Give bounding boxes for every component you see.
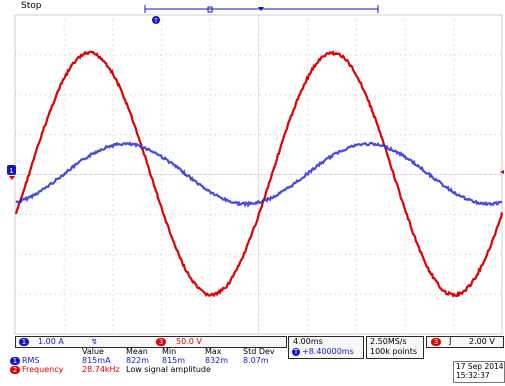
ch3-voltage-trace xyxy=(14,50,504,298)
ch1-coupling-icon: ↯ xyxy=(91,337,98,346)
date: 17 Sep 2014 xyxy=(456,362,504,371)
ch3-scale[interactable]: 50.0 V xyxy=(176,337,202,346)
record-length: 100k points xyxy=(370,347,418,356)
acquisition-status: Stop xyxy=(21,1,42,11)
channel-bar[interactable]: 1 1.00 A ↯ 3 50.0 V xyxy=(15,336,287,348)
meas1-value: 815mA xyxy=(82,356,111,365)
time: 15:32:37 xyxy=(456,371,490,380)
header-std-dev: Std Dev xyxy=(243,347,275,356)
delay-icon: T xyxy=(292,348,300,356)
timebase-scale: 4.00ms xyxy=(293,337,323,346)
meas2-name[interactable]: Frequency xyxy=(22,365,64,374)
header-mean: Mean xyxy=(126,347,148,356)
meas1-mean: 822m xyxy=(126,356,150,365)
ch1-ground-marker[interactable]: 1 xyxy=(7,165,16,175)
scope-display: T 1 xyxy=(7,5,504,335)
status-panel: 1 1.00 A ↯ 3 50.0 V Value Mean Min Max S… xyxy=(0,335,505,386)
acquisition-box[interactable]: 2.50MS/s 100k points xyxy=(366,336,424,359)
trigger-level-marker[interactable] xyxy=(500,170,504,174)
trigger-source-badge: 3 xyxy=(431,338,441,346)
graticule-grid xyxy=(15,14,502,334)
meas2-note: Low signal amplitude xyxy=(126,365,211,374)
meas2-value: 28.74kHz xyxy=(82,365,120,374)
rising-edge-icon: ʃ xyxy=(449,336,453,346)
ch1-scale[interactable]: 1.00 A xyxy=(38,337,64,346)
svg-text:T: T xyxy=(153,18,158,25)
meas1-max: 832m xyxy=(205,356,229,365)
meas1-channel-badge: 1 xyxy=(10,357,20,365)
timebase-delay: +8.40000ms xyxy=(302,347,354,356)
header-max: Max xyxy=(205,347,222,356)
ch1-current-trace xyxy=(15,141,503,208)
meas1-name[interactable]: RMS xyxy=(22,356,40,365)
header-min: Min xyxy=(162,347,177,356)
timebase-box[interactable]: 4.00ms T +8.40000ms xyxy=(288,336,364,359)
trigger-box[interactable]: 3 ʃ 2.00 V xyxy=(426,336,504,348)
ch1-badge[interactable]: 1 xyxy=(19,338,29,346)
trigger-level: 2.00 V xyxy=(469,337,495,346)
datetime-box: 17 Sep 2014 15:32:37 xyxy=(453,361,505,383)
meas1-std-dev: 8.07m xyxy=(243,356,269,365)
meas2-channel-badge: 2 xyxy=(10,366,20,374)
top-bar: Stop xyxy=(0,0,505,14)
record-bar xyxy=(144,5,379,13)
svg-text:1: 1 xyxy=(9,167,13,175)
meas1-min: 815m xyxy=(162,356,186,365)
ch3-badge[interactable]: 3 xyxy=(156,338,166,346)
sample-rate: 2.50MS/s xyxy=(370,337,407,346)
header-value: Value xyxy=(82,347,104,356)
trigger-position-marker: T xyxy=(152,16,160,25)
ch3-ground-marker[interactable] xyxy=(9,176,15,180)
